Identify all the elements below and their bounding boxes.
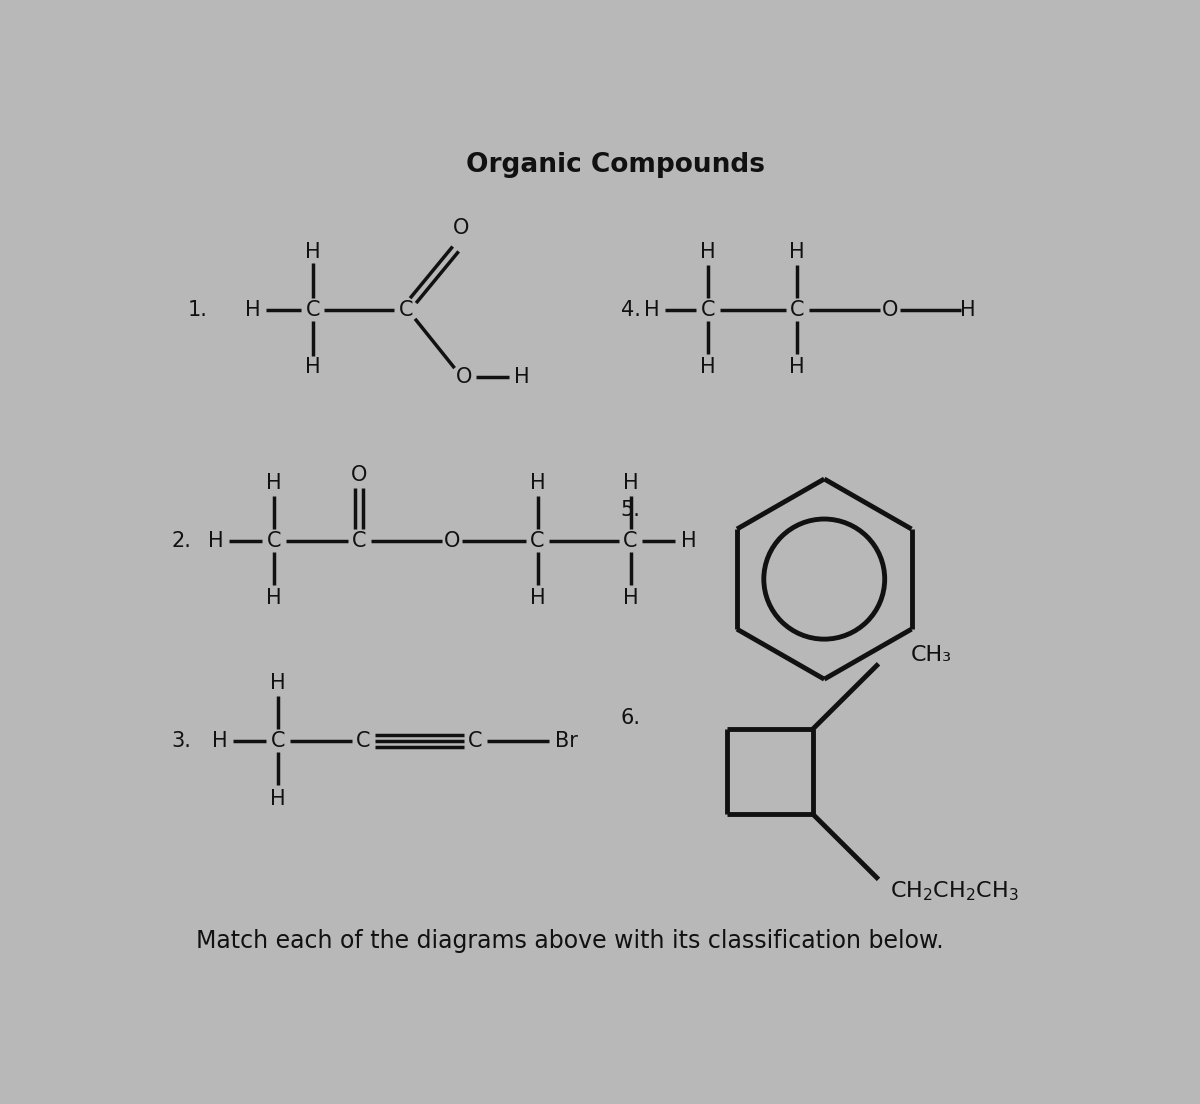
Text: H: H bbox=[305, 358, 320, 378]
Text: C: C bbox=[266, 531, 281, 551]
Text: CH$_2$CH$_2$CH$_3$: CH$_2$CH$_2$CH$_3$ bbox=[890, 879, 1019, 903]
Text: H: H bbox=[266, 473, 282, 492]
Text: C: C bbox=[306, 299, 320, 319]
Text: C: C bbox=[623, 531, 637, 551]
Text: 6.: 6. bbox=[620, 708, 641, 728]
Text: 5.: 5. bbox=[620, 500, 641, 520]
Text: H: H bbox=[529, 588, 545, 608]
Text: C: C bbox=[468, 731, 482, 751]
Text: 3.: 3. bbox=[172, 731, 191, 751]
Text: C: C bbox=[352, 531, 366, 551]
Text: H: H bbox=[212, 731, 228, 751]
Text: C: C bbox=[356, 731, 371, 751]
Text: H: H bbox=[514, 368, 530, 388]
Text: C: C bbox=[790, 299, 804, 319]
Text: C: C bbox=[701, 299, 715, 319]
Text: O: O bbox=[352, 465, 367, 485]
Text: Br: Br bbox=[554, 731, 577, 751]
Text: C: C bbox=[271, 731, 286, 751]
Text: H: H bbox=[623, 588, 638, 608]
Text: C: C bbox=[398, 299, 413, 319]
Text: Match each of the diagrams above with its classification below.: Match each of the diagrams above with it… bbox=[197, 928, 944, 953]
Text: H: H bbox=[266, 588, 282, 608]
Text: 2.: 2. bbox=[172, 531, 191, 551]
Text: H: H bbox=[270, 673, 286, 693]
Text: H: H bbox=[700, 358, 716, 378]
Text: O: O bbox=[444, 531, 461, 551]
Text: O: O bbox=[454, 217, 469, 238]
Text: O: O bbox=[882, 299, 899, 319]
Text: H: H bbox=[529, 473, 545, 492]
Text: H: H bbox=[644, 299, 660, 319]
Text: H: H bbox=[790, 242, 805, 262]
Text: 4.: 4. bbox=[620, 299, 641, 319]
Text: C: C bbox=[530, 531, 545, 551]
Text: H: H bbox=[680, 531, 696, 551]
Text: Organic Compounds: Organic Compounds bbox=[466, 152, 764, 178]
Text: H: H bbox=[305, 242, 320, 262]
Text: CH₃: CH₃ bbox=[911, 645, 952, 665]
Text: O: O bbox=[456, 368, 472, 388]
Text: H: H bbox=[245, 299, 260, 319]
Text: H: H bbox=[960, 299, 976, 319]
Text: H: H bbox=[700, 242, 716, 262]
Text: H: H bbox=[270, 788, 286, 808]
Text: 1.: 1. bbox=[188, 299, 208, 319]
Text: H: H bbox=[208, 531, 223, 551]
Text: H: H bbox=[623, 473, 638, 492]
Text: H: H bbox=[790, 358, 805, 378]
